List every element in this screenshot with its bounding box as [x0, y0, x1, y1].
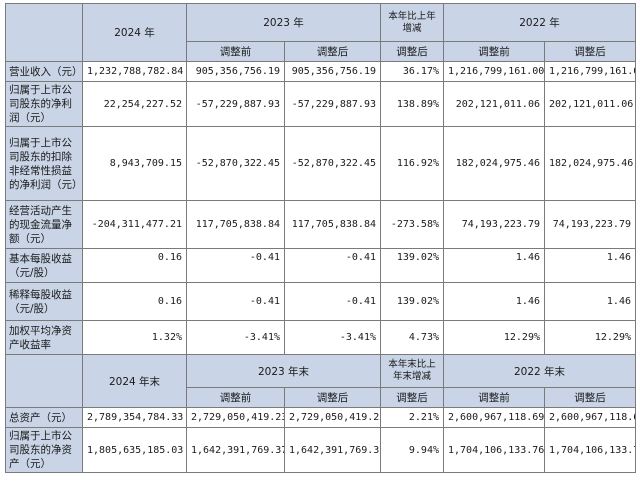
subheader-after-2022: 调整后: [544, 41, 636, 62]
cell-value: 2,600,967,118.69: [443, 407, 545, 428]
cell-value: 202,121,011.06: [443, 81, 545, 127]
subheader-after-2023: 调整后: [284, 41, 381, 62]
header-2023-end: 2023 年末: [186, 354, 381, 388]
cell-value: 12.29%: [443, 320, 545, 355]
cell-value: 74,193,223.79: [443, 200, 545, 249]
subheader-after-2023-end: 调整后: [284, 387, 381, 408]
header-row-sub: 调整前 调整后 调整后 调整前 调整后: [6, 41, 636, 62]
cell-value: -273.58%: [380, 200, 444, 249]
cell-value: 9.94%: [380, 427, 444, 473]
cell-value: -0.41: [186, 248, 285, 283]
subheader-before-2023-end: 调整前: [186, 387, 285, 408]
cell-value: 4.73%: [380, 320, 444, 355]
header-2023: 2023 年: [186, 3, 381, 42]
subheader-before-2022: 调整前: [443, 41, 545, 62]
cell-value: -57,229,887.93: [186, 81, 285, 127]
cell-value: 0.16: [82, 248, 187, 283]
cell-value: 1.32%: [82, 320, 187, 355]
cell-value: -57,229,887.93: [284, 81, 381, 127]
header-row-year-end: 2024 年末 2023 年末 本年末比上年末增减 2022 年末: [5, 354, 636, 408]
cell-value: 74,193,223.79: [544, 200, 636, 249]
table-row: 总资产（元） 2,789,354,784.33 2,729,050,419.23…: [5, 407, 636, 428]
table-row: 稀释每股收益（元/股） 0.16 -0.41 -0.41 139.02% 1.4…: [5, 282, 636, 321]
cell-value: 1,642,391,769.37: [284, 427, 381, 473]
cell-value: -52,870,322.45: [284, 126, 381, 201]
cell-value: 2,600,967,118.69: [544, 407, 636, 428]
cell-value: 2,729,050,419.23: [284, 407, 381, 428]
row-label-diluted-eps: 稀释每股收益（元/股）: [5, 282, 83, 321]
cell-value: 8,943,709.15: [82, 126, 187, 201]
table-row: 基本每股收益（元/股） 0.16 -0.41 -0.41 139.02% 1.4…: [5, 248, 636, 283]
header-2024: 2024 年: [82, 3, 187, 62]
header-2022: 2022 年: [443, 3, 636, 42]
cell-value: 1,232,788,782.84: [82, 61, 187, 82]
cell-value: 1.46: [544, 282, 636, 321]
table-row: 归属于上市公司股东的扣除非经常性损益的净利润（元） 8,943,709.15 -…: [5, 126, 636, 201]
cell-value: 138.89%: [380, 81, 444, 127]
cell-value: 905,356,756.19: [284, 61, 381, 82]
cell-value: -0.41: [186, 282, 285, 321]
cell-value: 1,216,799,161.00: [443, 61, 545, 82]
cell-value: 1,704,106,133.76: [544, 427, 636, 473]
table-row: 归属于上市公司股东的净资产（元） 1,805,635,185.03 1,642,…: [5, 427, 636, 473]
row-label-net-profit-deducted: 归属于上市公司股东的扣除非经常性损益的净利润（元）: [5, 126, 83, 201]
cell-value: 1,216,799,161.00: [544, 61, 636, 82]
financial-summary-table: 2024 年 2023 年 本年比上年增减 2022 年 调整前 调整后 调整后…: [5, 3, 636, 473]
subheader-change-after: 调整后: [380, 41, 444, 62]
cell-value: 139.02%: [380, 248, 444, 283]
row-label-revenue: 营业收入（元）: [5, 61, 83, 82]
subheader-before-2023: 调整前: [186, 41, 285, 62]
row-label-operating-cashflow: 经营活动产生的现金流量净额（元）: [5, 200, 83, 249]
row-label-net-assets: 归属于上市公司股东的净资产（元）: [5, 427, 83, 473]
cell-value: 139.02%: [380, 282, 444, 321]
cell-value: 1.46: [443, 248, 545, 283]
cell-value: -0.41: [284, 282, 381, 321]
cell-value: -204,311,477.21: [82, 200, 187, 249]
cell-value: 12.29%: [544, 320, 636, 355]
cell-value: 2,789,354,784.33: [82, 407, 187, 428]
row-label-roe: 加权平均净资产收益率: [5, 320, 83, 355]
header-2022-end: 2022 年末: [443, 354, 636, 388]
cell-value: 2.21%: [380, 407, 444, 428]
table-row: 营业收入（元） 1,232,788,782.84 905,356,756.19 …: [5, 61, 636, 82]
cell-value: 117,705,838.84: [284, 200, 381, 249]
cell-value: 1.46: [544, 248, 636, 283]
subheader-after-2022-end: 调整后: [544, 387, 636, 408]
table-row: 加权平均净资产收益率 1.32% -3.41% -3.41% 4.73% 12.…: [5, 320, 636, 355]
header-2024-end: 2024 年末: [82, 354, 187, 408]
cell-value: 1,704,106,133.76: [443, 427, 545, 473]
cell-value: 182,024,975.46: [544, 126, 636, 201]
cell-value: 0.16: [82, 282, 187, 321]
cell-value: 2,729,050,419.23: [186, 407, 285, 428]
cell-value: 1,805,635,185.03: [82, 427, 187, 473]
header-change-end: 本年末比上年末增减: [380, 354, 444, 388]
corner-cell-2: [5, 354, 83, 408]
cell-value: 1,642,391,769.37: [186, 427, 285, 473]
cell-value: 1.46: [443, 282, 545, 321]
cell-value: -0.41: [284, 248, 381, 283]
cell-value: 202,121,011.06: [544, 81, 636, 127]
cell-value: 116.92%: [380, 126, 444, 201]
header-row-years: 2024 年 2023 年 本年比上年增减 2022 年: [5, 3, 636, 62]
cell-value: 117,705,838.84: [186, 200, 285, 249]
corner-cell: [5, 3, 83, 62]
header-change: 本年比上年增减: [380, 3, 444, 42]
row-label-net-profit: 归属于上市公司股东的净利润（元）: [5, 81, 83, 127]
row-label-total-assets: 总资产（元）: [5, 407, 83, 428]
cell-value: 905,356,756.19: [186, 61, 285, 82]
cell-value: 182,024,975.46: [443, 126, 545, 201]
row-label-basic-eps: 基本每股收益（元/股）: [5, 248, 83, 283]
table-row: 归属于上市公司股东的净利润（元） 22,254,227.52 -57,229,8…: [5, 81, 636, 127]
table-row: 经营活动产生的现金流量净额（元） -204,311,477.21 117,705…: [5, 200, 636, 249]
cell-value: -3.41%: [284, 320, 381, 355]
subheader-change-after-end: 调整后: [380, 387, 444, 408]
cell-value: -52,870,322.45: [186, 126, 285, 201]
cell-value: -3.41%: [186, 320, 285, 355]
cell-value: 36.17%: [380, 61, 444, 82]
subheader-before-2022-end: 调整前: [443, 387, 545, 408]
cell-value: 22,254,227.52: [82, 81, 187, 127]
